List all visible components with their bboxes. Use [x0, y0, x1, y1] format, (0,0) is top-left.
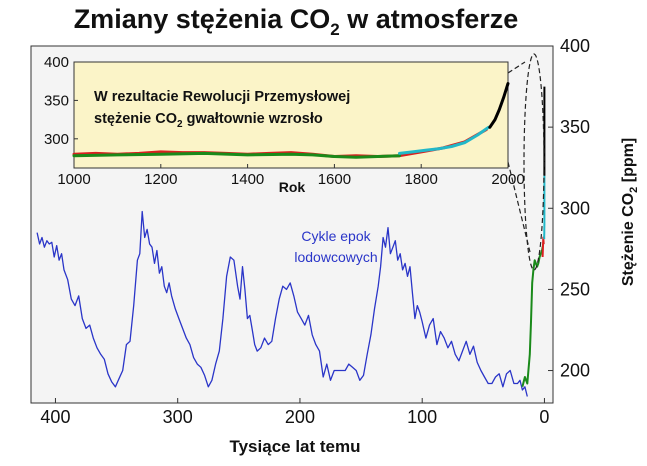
inset-series-line-1 [72, 151, 401, 159]
zoom-ellipse [523, 53, 545, 271]
x-tick-label: 100 [407, 407, 437, 427]
co2-series-line-1 [521, 243, 545, 388]
inset-x-tick-label: 1800 [405, 171, 438, 188]
inset-series-group [72, 82, 510, 159]
x-tick-label: 200 [285, 407, 315, 427]
inset-x-tick-label: 2000 [491, 171, 524, 188]
y-tick-label: 200 [560, 361, 590, 381]
main-y-ticks: 200 250 300 350 400 [548, 36, 590, 381]
y-tick-label: 250 [560, 279, 590, 299]
inset-x-tick-label: 1400 [231, 171, 264, 188]
co2-series-line-2 [541, 236, 545, 258]
inset-y-tick-label: 400 [44, 54, 69, 71]
inset-annotation-line2: stężenie CO2 gwałtownie wzrosło [94, 111, 323, 130]
inset-y-tick-label: 350 [44, 92, 69, 109]
inset-annotation-line1: W rezultacie Rewolucji Przemysłowej [94, 89, 350, 105]
ice-age-annotation-line1: Cykle epok [301, 228, 371, 244]
inset-x-tick-label: 1000 [57, 171, 90, 188]
inset-y-tick-label: 300 [44, 131, 69, 148]
x-tick-label: 400 [40, 407, 70, 427]
inset-y-ticks: 300 350 400 [44, 54, 78, 148]
inset-x-tick-label: 1600 [318, 171, 351, 188]
x-tick-label: 300 [163, 407, 193, 427]
inset-x-axis-label: Rok [279, 179, 306, 195]
x-tick-label: 0 [539, 407, 549, 427]
y-tick-label: 350 [560, 117, 590, 137]
ice-age-annotation-line2: lodowcowych [294, 249, 377, 265]
chart-title: Zmiany stężenia CO2 w atmosferze [74, 4, 519, 39]
co2-series-line-0 [36, 210, 528, 397]
inset-x-tick-label: 1200 [144, 171, 177, 188]
y-tick-label: 300 [560, 198, 590, 218]
zoom-connector-top [507, 61, 526, 74]
y-tick-label: 400 [560, 36, 590, 56]
y-axis-label: Stężenie CO2 [ppm] [620, 138, 640, 286]
inset-series-line-2 [398, 125, 490, 155]
inset-series-line-3 [488, 82, 510, 129]
x-axis-label: Tysiące lat temu [229, 437, 360, 456]
main-x-ticks: 400 300 200 100 0 [40, 398, 549, 427]
inset-x-ticks: 1000 1200 1400 1600 1800 2000 [57, 164, 525, 188]
